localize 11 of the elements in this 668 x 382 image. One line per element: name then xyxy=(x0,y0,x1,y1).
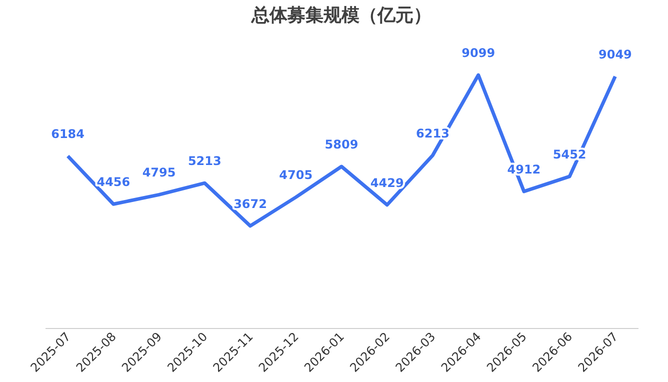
data-label: 4456 xyxy=(96,175,130,190)
data-label: 4705 xyxy=(279,168,313,182)
data-label: 9099 xyxy=(462,46,496,60)
data-label: 3672 xyxy=(234,196,267,211)
data-label: 9049 xyxy=(598,47,632,62)
chart-title: 总体募集规模（亿元） xyxy=(250,5,432,26)
data-label: 5809 xyxy=(324,138,358,152)
data-label: 4795 xyxy=(142,166,176,180)
data-label: 5213 xyxy=(188,154,222,168)
data-label: 4429 xyxy=(370,176,404,190)
data-label: 6184 xyxy=(51,127,85,142)
